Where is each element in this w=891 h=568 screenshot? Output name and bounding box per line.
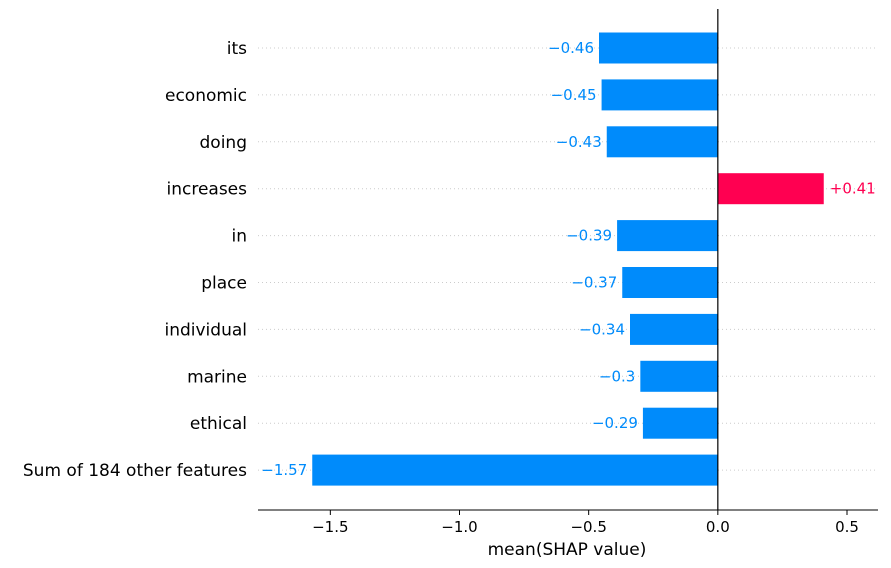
- x-tick-label: 0.5: [835, 518, 859, 536]
- bar: [601, 79, 718, 111]
- value-label: −0.29: [592, 414, 638, 432]
- value-label: −0.46: [548, 39, 594, 57]
- category-label: place: [201, 274, 247, 294]
- value-label: −0.37: [571, 274, 617, 292]
- category-labels: its economic doing increases in place individu…: [23, 39, 247, 481]
- value-label: −1.57: [261, 461, 307, 479]
- bar: [617, 220, 718, 252]
- category-label: increases: [166, 180, 247, 200]
- category-label: in: [232, 227, 248, 247]
- value-label: −0.39: [566, 227, 612, 245]
- bar: [606, 126, 718, 158]
- x-tick-label: −1.0: [441, 518, 477, 536]
- value-label: +0.41: [830, 180, 876, 198]
- bars: [312, 32, 824, 486]
- value-label: −0.34: [579, 320, 625, 338]
- x-tick-label: 0.0: [706, 518, 730, 536]
- value-label: −0.45: [551, 86, 597, 104]
- bar: [640, 360, 718, 392]
- category-label: doing: [200, 133, 247, 153]
- value-labels: −0.46 −0.45 −0.43 +0.41 −0.39 −0.37 −0.34 −0.3 −…: [261, 39, 875, 479]
- category-label: ethical: [190, 414, 247, 434]
- category-label: its: [227, 39, 247, 59]
- value-label: −0.3: [599, 367, 635, 385]
- bar: [312, 454, 718, 486]
- bar: [717, 173, 824, 205]
- category-label: economic: [165, 86, 247, 106]
- x-tick-label: −1.5: [312, 518, 348, 536]
- row-guides: [258, 47, 878, 471]
- bar: [622, 267, 718, 298]
- x-axis: −1.5 −1.0 −0.5 0.0 0.5: [258, 509, 878, 536]
- category-label: Sum of 184 other features: [23, 461, 247, 481]
- bar: [630, 313, 718, 345]
- category-label: marine: [187, 367, 247, 387]
- x-axis-title: mean(SHAP value): [488, 540, 647, 560]
- bar: [642, 407, 718, 439]
- x-tick-label: −0.5: [570, 518, 606, 536]
- category-label: individual: [164, 320, 247, 340]
- bar: [599, 32, 718, 64]
- value-label: −0.43: [556, 133, 602, 151]
